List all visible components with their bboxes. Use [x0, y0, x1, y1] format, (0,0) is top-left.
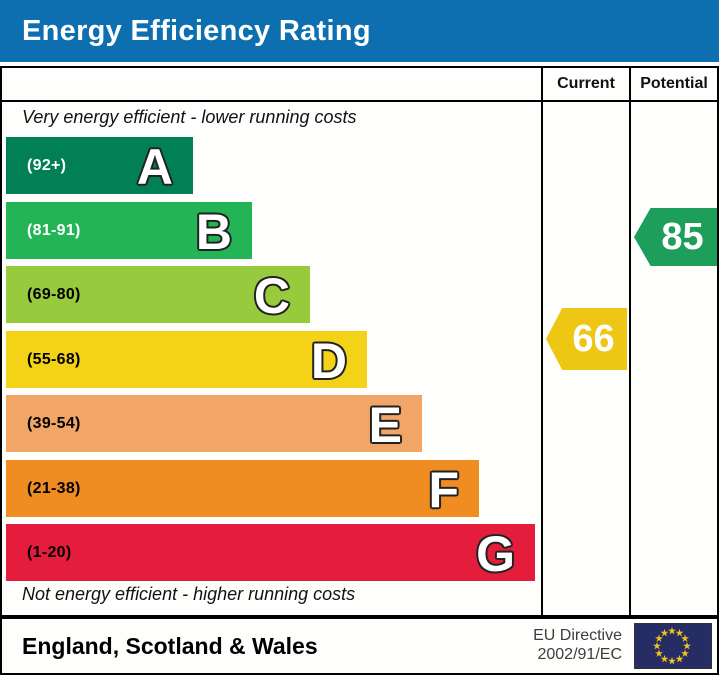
rating-table: Current Potential Very energy efficient …: [0, 66, 719, 617]
top-note: Very energy efficient - lower running co…: [22, 107, 357, 127]
header-row-divider: [2, 100, 717, 102]
band-row-e: (39-54) E: [6, 395, 422, 452]
band-range-label: (92+): [27, 156, 67, 174]
potential-column-divider: [629, 68, 631, 615]
band-letter: C: [253, 268, 290, 324]
band-letter: B: [195, 204, 232, 260]
potential-column-header: Potential: [640, 75, 708, 92]
eu-directive-line2: 2002/91/EC: [537, 646, 622, 663]
current-column-divider: [541, 68, 543, 615]
potential-rating-value: 85: [661, 215, 704, 258]
eu-directive-label: EU Directive 2002/91/EC: [533, 627, 634, 665]
current-rating-tag: 66: [546, 308, 627, 370]
footer-bar: England, Scotland & Wales EU Directive 2…: [0, 617, 719, 675]
band-row-f: (21-38) F: [6, 460, 479, 517]
band-letter: F: [428, 462, 459, 518]
current-column-header: Current: [557, 75, 615, 92]
band-range-label: (39-54): [27, 414, 81, 432]
eu-flag-icon: [634, 623, 712, 669]
chart-title-bar: Energy Efficiency Rating: [0, 0, 719, 62]
band-row-c: (69-80) C: [6, 266, 310, 323]
band-range-label: (55-68): [27, 350, 81, 368]
band-letter: E: [368, 397, 402, 453]
band-row-a: (92+) A: [6, 137, 193, 194]
band-row-b: (81-91) B: [6, 202, 252, 259]
band-letter: D: [310, 333, 347, 389]
band-range-label: (21-38): [27, 479, 81, 497]
band-range-label: (81-91): [27, 221, 81, 239]
band-row-d: (55-68) D: [6, 331, 367, 388]
eu-directive-line1: EU Directive: [533, 627, 622, 645]
chart-title: Energy Efficiency Rating: [22, 14, 371, 47]
band-range-label: (69-80): [27, 285, 81, 303]
band-letter: A: [136, 139, 173, 195]
band-range-label: (1-20): [27, 543, 72, 561]
band-letter: G: [476, 526, 515, 582]
band-row-g: (1-20) G: [6, 524, 535, 581]
current-rating-value: 66: [572, 317, 615, 360]
potential-rating-tag: 85: [634, 208, 717, 266]
region-label: England, Scotland & Wales: [22, 632, 318, 659]
bottom-note: Not energy efficient - higher running co…: [22, 584, 356, 604]
